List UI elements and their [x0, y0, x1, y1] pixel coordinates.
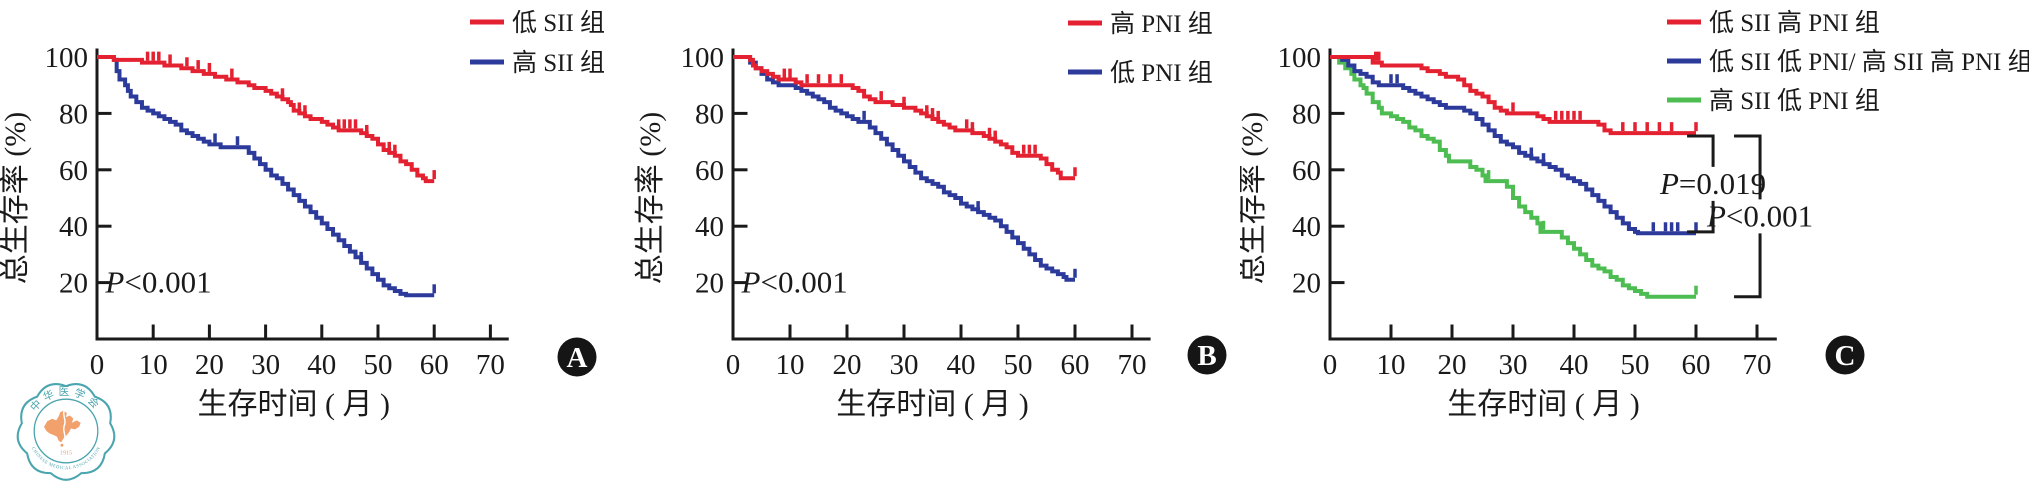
svg-text:B: B	[1197, 340, 1216, 372]
survival-curve-low-sii-high-pni-group	[1330, 55, 1696, 136]
survival-curve-high-pni-group	[733, 55, 1075, 181]
p-value-label: P=0.019	[1659, 166, 1766, 201]
logo-scallop-border	[16, 383, 116, 481]
tick-labels: 0 10 20 30 40 50 60 70 20 40 60 80 100	[45, 42, 505, 381]
censor-marks-high-sii-group	[213, 133, 436, 294]
y-axis-title: 总生存率 (%)	[634, 112, 667, 284]
survival-curve-high-sii-low-pni-group	[1330, 55, 1696, 299]
logo-serpent-staff-icon	[62, 409, 66, 442]
survival-curve-low-pni-group	[733, 55, 1075, 282]
svg-text:100: 100	[1278, 42, 1322, 74]
censor-marks-low-sii-low-pni-high-sii-high-pni-group	[1389, 74, 1698, 232]
svg-text:100: 100	[681, 42, 725, 74]
svg-text:70: 70	[476, 349, 505, 381]
survival-curve-low-sii-low-pni-high-sii-high-pni-group	[1330, 55, 1696, 236]
svg-text:10: 10	[1377, 349, 1406, 381]
censor-marks-low-sii-high-pni-group	[1374, 51, 1698, 132]
axes	[731, 48, 1151, 341]
svg-text:60: 60	[695, 155, 724, 187]
p-value-label: P<0.001	[1706, 198, 1813, 233]
svg-text:60: 60	[1292, 155, 1321, 187]
legend: 低 SII 高 PNI 组低 SII 低 PNI/ 高 SII 高 PNI 组高…	[1667, 9, 2029, 115]
svg-text:20: 20	[1438, 349, 1467, 381]
svg-text:20: 20	[1292, 268, 1321, 300]
svg-text:40: 40	[59, 211, 88, 243]
legend-label-low-sii-group: 低 SII 组	[512, 9, 605, 37]
svg-text:40: 40	[947, 349, 976, 381]
censor-marks-high-pni-group	[782, 68, 1077, 177]
logo-hainan-dot	[60, 443, 64, 447]
svg-text:80: 80	[695, 98, 724, 130]
svg-text:30: 30	[890, 349, 919, 381]
svg-text:40: 40	[1292, 211, 1321, 243]
svg-text:10: 10	[776, 349, 805, 381]
svg-text:100: 100	[45, 42, 89, 74]
x-axis-title: 生存时间 ( 月 )	[197, 388, 389, 421]
chinese-medical-association-logo: 1915 中华医学会 CHINESE MEDICAL ASSOCIATION	[16, 383, 116, 481]
axes	[1328, 48, 1777, 341]
svg-text:50: 50	[1004, 349, 1033, 381]
svg-text:60: 60	[420, 349, 449, 381]
legend-label-low-pni-group: 低 PNI 组	[1110, 59, 1213, 87]
logo-top-arc-text: 中华医学会	[27, 386, 104, 414]
tick-labels: 0 10 20 30 40 50 60 70 20 40 60 80 100	[1278, 42, 1772, 381]
tick-labels: 0 10 20 30 40 50 60 70 20 40 60 80 100	[681, 42, 1147, 381]
x-axis-title: 生存时间 ( 月 )	[1447, 388, 1639, 421]
y-axis-title: 总生存率 (%)	[1240, 112, 1269, 284]
svg-text:C: C	[1835, 340, 1856, 372]
legend-label-high-pni-group: 高 PNI 组	[1110, 10, 1213, 38]
logo-china-map	[43, 410, 81, 443]
survival-panel-b: 0 10 20 30 40 50 60 70 20 40 60 80 100 生存时间 ( 月 ) 总生存率…	[634, 10, 1227, 421]
logo-year: 1915	[60, 451, 72, 457]
svg-text:80: 80	[59, 98, 88, 130]
x-axis-title: 生存时间 ( 月 )	[836, 388, 1028, 421]
logo-inner-circle	[33, 398, 99, 464]
panel-badge-b: B	[1187, 335, 1227, 375]
survival-panel-a: 0 10 20 30 40 50 60 70 20 40 60 80 100 生存时间 ( 月 ) 总生存率…	[0, 9, 605, 421]
svg-text:0: 0	[90, 349, 105, 381]
comparison-bracket	[1734, 134, 1762, 299]
p-value-label: P<0.001	[104, 265, 211, 300]
svg-text:10: 10	[139, 349, 168, 381]
legend-label-low-sii-low-pni-high-sii-high-pni-group: 低 SII 低 PNI/ 高 SII 高 PNI 组	[1709, 48, 2029, 76]
svg-text:50: 50	[1621, 349, 1650, 381]
svg-text:30: 30	[1499, 349, 1528, 381]
p-value-label: P<0.001	[741, 265, 848, 300]
legend-label-high-sii-low-pni-group: 高 SII 低 PNI 组	[1709, 87, 1880, 115]
svg-text:80: 80	[1292, 98, 1321, 130]
svg-text:50: 50	[364, 349, 393, 381]
panel-badge-a: A	[557, 337, 597, 377]
survival-curve-high-sii-group	[97, 55, 435, 298]
svg-text:70: 70	[1743, 349, 1772, 381]
svg-text:A: A	[567, 342, 588, 374]
svg-text:20: 20	[695, 268, 724, 300]
legend-label-high-sii-group: 高 SII 组	[512, 49, 605, 77]
svg-text:20: 20	[59, 268, 88, 300]
censor-marks-low-sii-group	[145, 51, 436, 180]
svg-text:60: 60	[59, 155, 88, 187]
censor-marks-low-pni-group	[862, 110, 1077, 278]
svg-text:0: 0	[1323, 349, 1338, 381]
legend: 低 SII 组高 SII 组	[470, 9, 605, 77]
y-axis-title: 总生存率 (%)	[0, 112, 32, 284]
survival-curve-low-sii-group	[97, 55, 435, 184]
svg-text:40: 40	[1560, 349, 1589, 381]
svg-text:60: 60	[1682, 349, 1711, 381]
comparison-bracket	[1687, 134, 1715, 234]
svg-text:0: 0	[726, 349, 741, 381]
svg-text:40: 40	[695, 211, 724, 243]
panel-badge-c: C	[1825, 335, 1865, 375]
svg-text:20: 20	[195, 349, 224, 381]
svg-text:70: 70	[1118, 349, 1147, 381]
legend-label-low-sii-high-pni-group: 低 SII 高 PNI 组	[1709, 9, 1880, 37]
svg-text:30: 30	[251, 349, 280, 381]
svg-text:60: 60	[1061, 349, 1090, 381]
censor-marks-high-sii-low-pni-group	[1486, 170, 1698, 295]
logo-bottom-arc-text: CHINESE MEDICAL ASSOCIATION	[31, 446, 102, 470]
svg-text:20: 20	[833, 349, 862, 381]
survival-panel-c: 0 10 20 30 40 50 60 70 20 40 60 80 100 生存时间 ( 月 ) 总生存率…	[1240, 9, 2029, 421]
legend: 高 PNI 组低 PNI 组	[1068, 10, 1213, 87]
svg-text:40: 40	[307, 349, 336, 381]
